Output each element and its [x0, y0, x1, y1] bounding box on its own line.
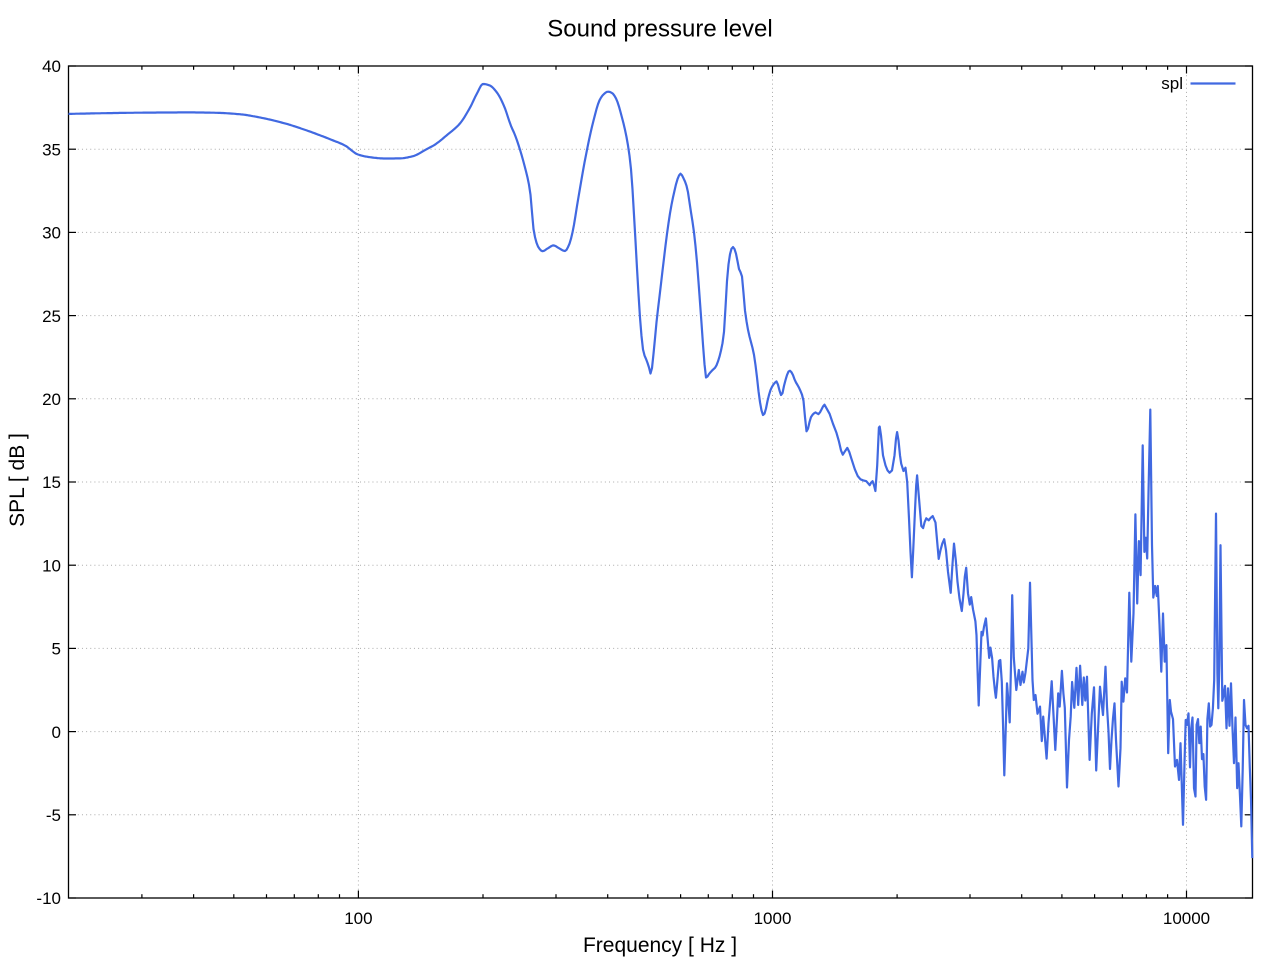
svg-text:-10: -10: [36, 889, 61, 908]
svg-text:10: 10: [42, 556, 61, 575]
svg-text:spl: spl: [1161, 74, 1183, 93]
svg-text:0: 0: [52, 723, 61, 742]
svg-text:100: 100: [344, 909, 372, 928]
svg-text:Frequency [ Hz ]: Frequency [ Hz ]: [583, 934, 737, 957]
svg-text:1000: 1000: [754, 909, 792, 928]
svg-text:10000: 10000: [1163, 909, 1210, 928]
svg-text:35: 35: [42, 140, 61, 159]
svg-text:30: 30: [42, 224, 61, 243]
svg-text:-5: -5: [46, 806, 61, 825]
svg-text:15: 15: [42, 473, 61, 492]
svg-text:Sound pressure level: Sound pressure level: [547, 16, 772, 43]
svg-text:5: 5: [52, 640, 61, 659]
svg-text:20: 20: [42, 390, 61, 409]
svg-text:25: 25: [42, 307, 61, 326]
svg-text:SPL [ dB ]: SPL [ dB ]: [6, 433, 29, 527]
svg-text:40: 40: [42, 57, 61, 76]
